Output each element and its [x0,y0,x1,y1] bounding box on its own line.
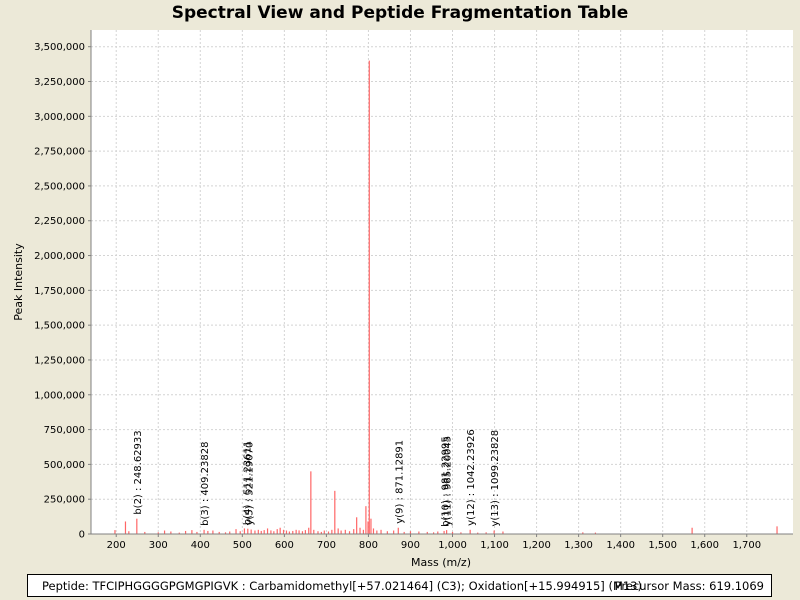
y-tick-label: 2,500,000 [34,181,85,192]
y-tick-label: 750,000 [44,425,85,436]
x-tick-label: 800 [359,540,378,551]
x-tick-label: 1,600 [690,540,719,551]
y-tick-label: 2,750,000 [34,147,85,158]
plot-area [91,30,793,534]
fragment-annotation: y(12) : 1042.23926 [466,429,477,526]
x-tick-label: 200 [107,540,126,551]
x-tick-label: 500 [233,540,252,551]
y-tick-label: 3,000,000 [34,112,85,123]
fragment-annotation: b(3) : 409.23828 [200,441,211,525]
y-tick-label: 3,500,000 [34,42,85,53]
annotations-group: b(2) : 248.62933 b(3) : 409.23828 b(4) : 5… [133,429,501,527]
y-tick-label: 1,750,000 [34,286,85,297]
x-tick-label: 400 [191,540,210,551]
y-tick-label: 1,000,000 [34,390,85,401]
peptide-sequence: Peptide: TFCIPHGGGGPGMGPIGVK : Carbamido… [42,579,642,593]
peaks-group [114,60,778,534]
y-tick-label: 500,000 [44,460,85,471]
x-tick-label: 1,700 [732,540,761,551]
spectrum-plot: b(2) : 248.62933 b(3) : 409.23828 b(4) : 5… [12,30,793,569]
x-tick-label: 1,100 [480,540,509,551]
x-tick-label: 600 [275,540,294,551]
y-tick-label: 3,250,000 [34,77,85,88]
fragment-annotation: b(2) : 248.62933 [133,430,144,514]
fragment-annotation: b(10) : 981.22995 [441,436,452,527]
axes-group: 200 300 400 500 600 700 800 900 1,000 1,100 1,200 1… [34,30,793,551]
chart-title: Spectral View and Peptide Fragmentation … [171,3,629,23]
grid-lines [91,30,793,535]
x-tick-label: 700 [317,540,336,551]
fragment-annotation: y(11) : 985.20045 [443,436,454,526]
x-tick-label: 300 [149,540,168,551]
x-tick-label: 1,200 [522,540,551,551]
precursor-mass: Precursor Mass: 619.1069 [614,579,764,593]
fragment-annotation: b(4) : 511.23611 [243,441,254,525]
x-tick-label: 900 [401,540,420,551]
x-tick-label: 1,400 [606,540,635,551]
x-axis-label: Mass (m/z) [411,556,471,569]
y-tick-label: 2,000,000 [34,251,85,262]
peptide-info-bar: Peptide: TFCIPHGGGGPGMGPIGVK : Carbamido… [27,574,772,597]
y-tick-label: 1,250,000 [34,355,85,366]
fragment-annotation: y(5) : 521.19070 [245,442,256,526]
fragment-annotation: y(13) : 1099.23828 [490,430,501,527]
x-tick-label: 1,300 [564,540,593,551]
fragment-annotation: y(9) : 871.12891 [394,440,405,524]
y-tick-label: 0 [79,530,85,541]
y-tick-label: 2,250,000 [34,216,85,227]
y-axis-label: Peak Intensity [12,243,25,321]
y-tick-label: 1,500,000 [34,321,85,332]
x-tick-label: 1,000 [438,540,467,551]
x-tick-label: 1,500 [648,540,677,551]
y-tick-label: 250,000 [44,495,85,506]
